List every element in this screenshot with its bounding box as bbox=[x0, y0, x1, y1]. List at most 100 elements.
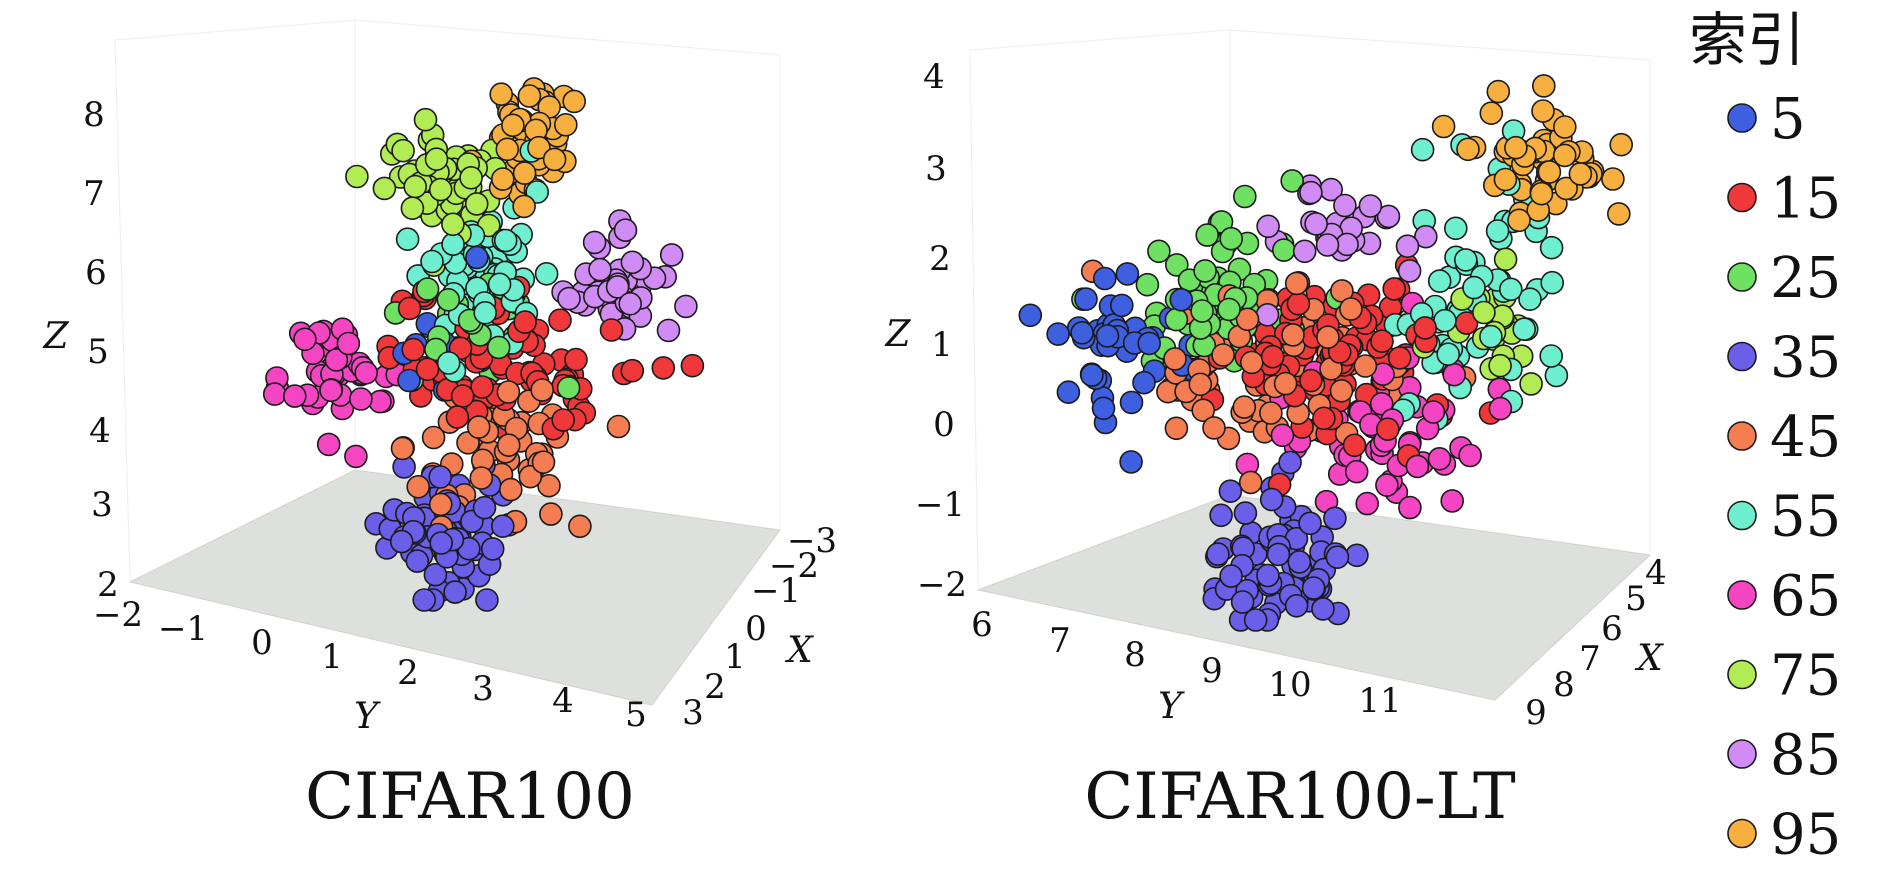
scatter-point-65 bbox=[1369, 391, 1394, 416]
z-tick: 4 bbox=[923, 57, 945, 97]
scatter-point-25 bbox=[1195, 223, 1219, 247]
scatter-point-5 bbox=[1095, 324, 1120, 348]
scatter-point-95 bbox=[1507, 208, 1531, 233]
x-tick: 8 bbox=[1553, 665, 1575, 705]
scatter-point-85 bbox=[1358, 194, 1383, 218]
legend-title: 索引 bbox=[1689, 6, 1805, 74]
scatter-point-35 bbox=[1278, 450, 1302, 475]
scatter-point-85 bbox=[1304, 212, 1328, 236]
scatter-point-15 bbox=[450, 384, 475, 408]
scatter-point-15 bbox=[1387, 346, 1412, 370]
y-axis-label: Y bbox=[354, 696, 381, 737]
scatter-point-85 bbox=[1395, 234, 1420, 258]
scatter-point-25 bbox=[1233, 184, 1257, 209]
y-tick: 9 bbox=[1201, 651, 1223, 691]
scatter-point-35 bbox=[1259, 487, 1284, 512]
legend-marker bbox=[1727, 818, 1757, 849]
z-axis: −2 −1 0 1 2 3 4 Z bbox=[884, 57, 967, 605]
legend-label: 45 bbox=[1770, 405, 1841, 470]
scatter-point-35 bbox=[423, 562, 448, 587]
scatter-point-35 bbox=[475, 588, 499, 612]
scatter-point-55 bbox=[1539, 235, 1564, 260]
scatter-point-75 bbox=[459, 166, 483, 190]
scatter-point-85 bbox=[588, 257, 612, 282]
scatter-point-75 bbox=[391, 138, 415, 163]
scatter-point-65 bbox=[262, 382, 287, 406]
scatter-point-5 bbox=[1169, 287, 1194, 312]
scatter-point-5 bbox=[1137, 331, 1161, 356]
scatter-point-35 bbox=[1230, 590, 1255, 614]
scatter-point-95 bbox=[527, 135, 551, 160]
legend-marker bbox=[1727, 421, 1757, 451]
scatter-point-55 bbox=[1485, 219, 1510, 243]
y-tick: 10 bbox=[1268, 665, 1311, 705]
scatter-point-45 bbox=[390, 436, 415, 461]
scatter-point-35 bbox=[480, 537, 505, 561]
scatter-point-45 bbox=[537, 473, 561, 498]
z-tick: 5 bbox=[87, 332, 109, 372]
scatter-point-85 bbox=[1256, 214, 1280, 239]
scatter-point-95 bbox=[1609, 132, 1633, 157]
z-tick: 0 bbox=[933, 405, 955, 445]
y-tick: 2 bbox=[397, 653, 419, 693]
scatter-point-25 bbox=[1219, 226, 1243, 251]
x-tick: −3 bbox=[787, 521, 837, 561]
legend-entry-35: 35 bbox=[1727, 326, 1841, 391]
x-tick: 5 bbox=[1625, 579, 1647, 619]
scatter-point-55 bbox=[1444, 216, 1468, 241]
scatter-point-85 bbox=[1414, 224, 1438, 249]
scatter-point-55 bbox=[1427, 269, 1452, 293]
scatter-point-75 bbox=[464, 192, 489, 216]
scatter-point-15 bbox=[1382, 277, 1406, 301]
legend-label: 85 bbox=[1770, 723, 1841, 788]
scatter-point-65 bbox=[349, 387, 373, 411]
scatter-point-5 bbox=[1119, 450, 1143, 474]
scatter-point-5 bbox=[397, 368, 421, 393]
scatter-point-65 bbox=[319, 378, 343, 403]
y-axis-label: Y bbox=[1158, 686, 1185, 727]
y-tick: 4 bbox=[552, 681, 574, 721]
scatter-point-85 bbox=[557, 286, 581, 311]
scatter-point-5 bbox=[1115, 262, 1140, 286]
scatter-point-95 bbox=[553, 113, 578, 137]
scatter-point-25 bbox=[1217, 297, 1241, 322]
y-tick: 8 bbox=[1124, 635, 1146, 675]
scatter-point-25 bbox=[1165, 253, 1189, 277]
scatter-point-55 bbox=[473, 300, 498, 325]
scatter-point-25 bbox=[1280, 169, 1304, 193]
scatter-point-15 bbox=[680, 353, 705, 378]
scatter-point-95 bbox=[1486, 79, 1511, 104]
scatter-point-95 bbox=[512, 194, 536, 219]
legend-items: 5 15 25 35 45 55 65 75 85 95 bbox=[1727, 87, 1841, 868]
scatter-point-95 bbox=[1554, 176, 1578, 201]
scatter-point-25 bbox=[1135, 272, 1160, 297]
scatter-point-65 bbox=[1440, 489, 1464, 513]
scatter-point-85 bbox=[656, 318, 681, 343]
scatter-point-15 bbox=[397, 296, 422, 321]
scatter-point-45 bbox=[1316, 325, 1340, 350]
scatter-point-35 bbox=[1323, 506, 1347, 531]
z-tick: 7 bbox=[83, 174, 105, 214]
scatter-point-55 bbox=[1539, 344, 1563, 368]
scatter-point-45 bbox=[518, 464, 543, 489]
scatter-point-5 bbox=[1110, 293, 1134, 318]
scatter-point-95 bbox=[1529, 181, 1554, 206]
scatter-point-95 bbox=[542, 147, 567, 172]
scatter-point-15 bbox=[445, 405, 470, 429]
scatter-point-45 bbox=[1339, 297, 1363, 321]
scatter-point-25 bbox=[1193, 259, 1217, 283]
scatter-point-95 bbox=[1552, 143, 1577, 168]
scatter-point-65 bbox=[1405, 454, 1430, 479]
scatter-point-25 bbox=[1272, 238, 1296, 262]
scatter-point-65 bbox=[1270, 423, 1295, 448]
scatter-point-45 bbox=[531, 450, 556, 475]
scatter-point-35 bbox=[1206, 542, 1230, 566]
scatter-point-5 bbox=[1091, 396, 1116, 421]
scatter-point-55 bbox=[1462, 275, 1486, 300]
legend-entry-55: 55 bbox=[1727, 485, 1841, 550]
scatter-point-45 bbox=[1163, 347, 1187, 371]
y-axis: −2 −1 0 1 2 3 4 5 Y bbox=[93, 595, 647, 737]
scatter-point-55 bbox=[420, 249, 444, 274]
scatter-point-85 bbox=[1255, 302, 1280, 327]
scatter-point-5 bbox=[1070, 320, 1094, 345]
